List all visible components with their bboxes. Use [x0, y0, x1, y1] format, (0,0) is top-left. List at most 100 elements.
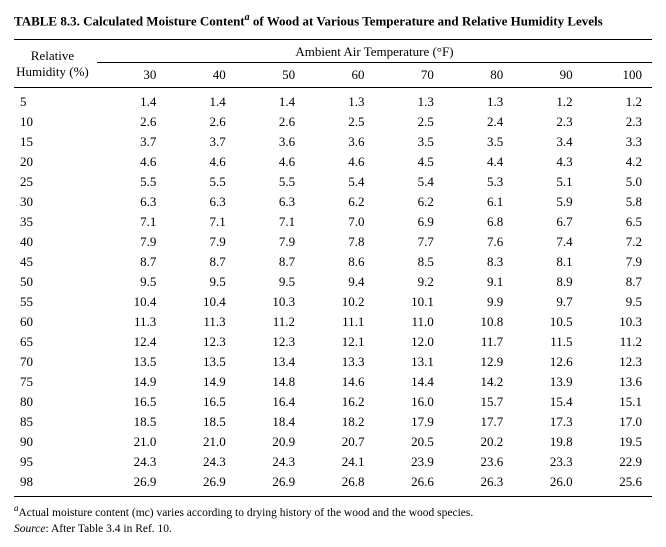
value-cell: 4.4: [444, 152, 513, 172]
value-cell: 6.1: [444, 192, 513, 212]
table-row: 255.55.55.55.45.45.35.15.0: [14, 172, 652, 192]
value-cell: 12.4: [97, 332, 166, 352]
value-cell: 14.8: [236, 372, 305, 392]
table-row: 204.64.64.64.64.54.44.34.2: [14, 152, 652, 172]
value-cell: 13.5: [97, 352, 166, 372]
value-cell: 15.4: [513, 392, 582, 412]
value-cell: 16.5: [166, 392, 235, 412]
value-cell: 4.6: [166, 152, 235, 172]
value-cell: 13.4: [236, 352, 305, 372]
value-cell: 1.3: [305, 88, 374, 113]
value-cell: 2.4: [444, 112, 513, 132]
table-row: 8518.518.518.418.217.917.717.317.0: [14, 412, 652, 432]
value-cell: 7.4: [513, 232, 582, 252]
table-row: 6512.412.312.312.112.011.711.511.2: [14, 332, 652, 352]
value-cell: 8.7: [236, 252, 305, 272]
value-cell: 17.7: [444, 412, 513, 432]
value-cell: 8.7: [166, 252, 235, 272]
value-cell: 16.0: [374, 392, 443, 412]
value-cell: 26.0: [513, 472, 582, 497]
value-cell: 12.6: [513, 352, 582, 372]
value-cell: 13.5: [166, 352, 235, 372]
rh-cell: 45: [14, 252, 97, 272]
value-cell: 11.3: [166, 312, 235, 332]
value-cell: 9.1: [444, 272, 513, 292]
value-cell: 12.3: [236, 332, 305, 352]
value-cell: 3.5: [444, 132, 513, 152]
rh-cell: 15: [14, 132, 97, 152]
value-cell: 12.9: [444, 352, 513, 372]
value-cell: 21.0: [166, 432, 235, 452]
value-cell: 17.0: [583, 412, 652, 432]
value-cell: 6.2: [374, 192, 443, 212]
table-row: 5510.410.410.310.210.19.99.79.5: [14, 292, 652, 312]
rh-cell: 95: [14, 452, 97, 472]
table-row: 51.41.41.41.31.31.31.21.2: [14, 88, 652, 113]
value-cell: 11.3: [97, 312, 166, 332]
value-cell: 5.9: [513, 192, 582, 212]
value-cell: 6.3: [166, 192, 235, 212]
footnote: aActual moisture content (mc) varies acc…: [14, 503, 652, 519]
value-cell: 3.4: [513, 132, 582, 152]
title-suffix: of Wood at Various Temperature and Relat…: [250, 13, 603, 28]
value-cell: 2.6: [166, 112, 235, 132]
value-cell: 23.6: [444, 452, 513, 472]
rh-cell: 65: [14, 332, 97, 352]
temp-header: Ambient Air Temperature (°F): [97, 40, 652, 63]
value-cell: 18.5: [166, 412, 235, 432]
value-cell: 13.3: [305, 352, 374, 372]
value-cell: 19.8: [513, 432, 582, 452]
value-cell: 12.3: [583, 352, 652, 372]
value-cell: 24.3: [166, 452, 235, 472]
rh-cell: 10: [14, 112, 97, 132]
value-cell: 18.4: [236, 412, 305, 432]
value-cell: 4.3: [513, 152, 582, 172]
temp-col-header: 100: [583, 63, 652, 88]
value-cell: 6.3: [97, 192, 166, 212]
rh-cell: 90: [14, 432, 97, 452]
table-row: 7514.914.914.814.614.414.213.913.6: [14, 372, 652, 392]
table-row: 6011.311.311.211.111.010.810.510.3: [14, 312, 652, 332]
value-cell: 9.2: [374, 272, 443, 292]
value-cell: 14.6: [305, 372, 374, 392]
source-label: Source: [14, 523, 46, 535]
rh-cell: 55: [14, 292, 97, 312]
value-cell: 7.0: [305, 212, 374, 232]
value-cell: 3.6: [305, 132, 374, 152]
value-cell: 18.2: [305, 412, 374, 432]
value-cell: 8.6: [305, 252, 374, 272]
table-row: 306.36.36.36.26.26.15.95.8: [14, 192, 652, 212]
value-cell: 9.4: [305, 272, 374, 292]
value-cell: 5.0: [583, 172, 652, 192]
table-row: 9524.324.324.324.123.923.623.322.9: [14, 452, 652, 472]
value-cell: 5.5: [166, 172, 235, 192]
rh-header-l2: Humidity (%): [16, 64, 89, 79]
value-cell: 9.7: [513, 292, 582, 312]
rh-cell: 40: [14, 232, 97, 252]
value-cell: 8.3: [444, 252, 513, 272]
value-cell: 10.4: [166, 292, 235, 312]
value-cell: 11.7: [444, 332, 513, 352]
value-cell: 2.3: [583, 112, 652, 132]
value-cell: 1.3: [444, 88, 513, 113]
value-cell: 9.5: [583, 292, 652, 312]
value-cell: 14.2: [444, 372, 513, 392]
value-cell: 1.4: [166, 88, 235, 113]
table-row: 7013.513.513.413.313.112.912.612.3: [14, 352, 652, 372]
value-cell: 26.3: [444, 472, 513, 497]
value-cell: 13.9: [513, 372, 582, 392]
rh-cell: 30: [14, 192, 97, 212]
rh-cell: 80: [14, 392, 97, 412]
temp-col-header: 40: [166, 63, 235, 88]
rh-cell: 85: [14, 412, 97, 432]
value-cell: 9.5: [236, 272, 305, 292]
value-cell: 14.9: [166, 372, 235, 392]
value-cell: 10.3: [236, 292, 305, 312]
value-cell: 24.1: [305, 452, 374, 472]
value-cell: 6.3: [236, 192, 305, 212]
value-cell: 8.7: [583, 272, 652, 292]
value-cell: 1.4: [97, 88, 166, 113]
value-cell: 24.3: [97, 452, 166, 472]
value-cell: 10.3: [583, 312, 652, 332]
value-cell: 4.6: [305, 152, 374, 172]
